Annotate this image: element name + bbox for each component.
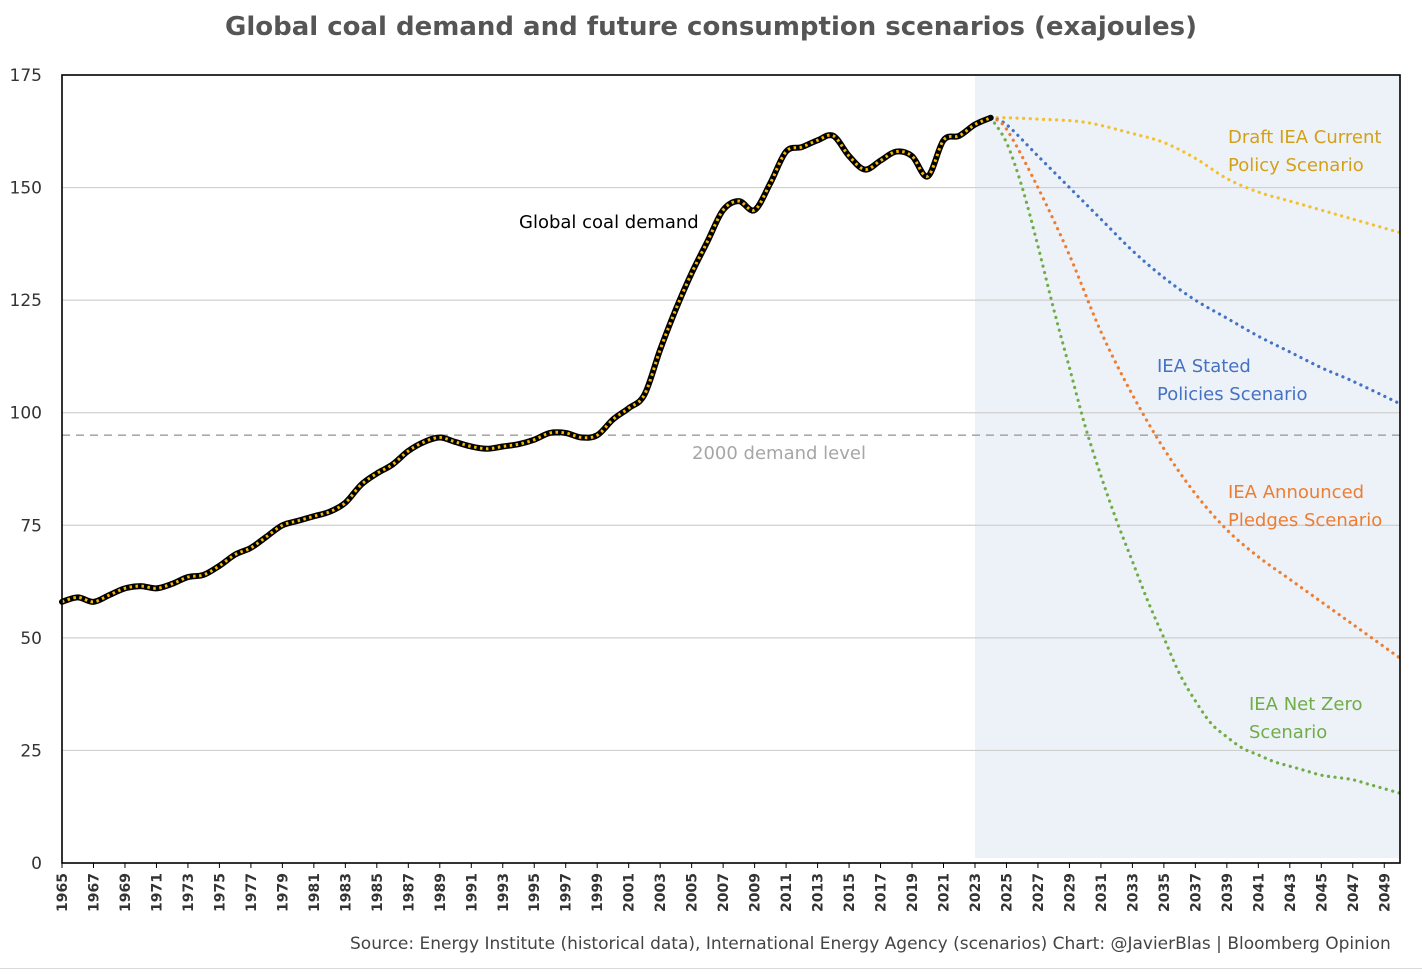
x-tick-label: 2013 [811,873,827,912]
scenario-shade-layer [974,75,1400,858]
x-tick-label: 1989 [433,873,449,912]
x-tick-label: 2039 [1220,873,1236,912]
x-tick-label: 1981 [307,873,323,912]
series-line-dash-global-coal-demand [61,116,992,604]
x-tick-label: 2017 [874,873,890,912]
x-tick-label: 1969 [118,873,134,912]
x-tick-label: 1999 [590,873,606,912]
x-tick-label: 2041 [1251,873,1267,912]
chart-title: Global coal demand and future consumptio… [224,12,1198,42]
x-tick-label: 1971 [149,873,165,912]
series-line-draft-iea-current-policy-scenario [989,116,1402,235]
x-tick-label: 2003 [653,873,669,912]
x-tick-label: 1973 [181,873,197,912]
series-label-iea-stated-policies-scenario: IEA Stated Policies Scenario [1157,356,1308,405]
x-tick-label: 2043 [1283,873,1299,912]
x-tick-label: 1979 [275,873,291,912]
scenario-period-shade [974,75,1400,858]
x-tick-label: 2037 [1188,873,1204,912]
series-label-iea-announced-pledges-scenario: IEA Announced Pledges Scenario [1228,482,1382,531]
x-tick-label: 2027 [1031,873,1047,912]
plot-frame-layer [61,74,1401,864]
x-tick-label: 2007 [716,873,732,912]
series-label-global-coal-demand: Global coal demand [519,212,699,233]
series-line-iea-announced-pledges-scenario [989,116,1402,660]
x-tick-label: 1993 [496,873,512,912]
x-tick-label: 1983 [338,873,354,912]
y-tick-label: 25 [20,741,42,761]
x-tick-label: 2029 [1062,873,1078,912]
series-layer [59,114,1402,795]
x-tick-label: 2011 [779,873,795,912]
x-tick-label: 2049 [1377,873,1393,912]
series-label-draft-iea-current-policy-scenario: Draft IEA Current Policy Scenario [1228,127,1381,176]
x-tick-label: 1995 [527,873,543,912]
x-tick-label: 2033 [1125,873,1141,912]
y-tick-label: 175 [10,66,42,86]
series-line-iea-net-zero-scenario [989,116,1402,795]
x-tick-label: 1985 [370,873,386,912]
x-tick-label: 1977 [244,873,260,912]
x-tick-label: 2005 [685,873,701,912]
plot-frame [61,74,1401,864]
series-line-global-coal-demand [59,114,994,605]
x-tick-label: 1965 [55,873,71,912]
y-tick-label: 0 [31,854,42,874]
series-label-iea-net-zero-scenario: IEA Net Zero Scenario [1249,694,1362,743]
y-tick-label: 100 [10,404,42,424]
source-note: Source: Energy Institute (historical dat… [350,934,1391,954]
x-tick-label: 2015 [842,873,858,912]
x-tick-label: 1997 [559,873,575,912]
x-tick-label: 2009 [748,873,764,912]
reference-line-label: 2000 demand level [692,443,866,464]
y-tick-label: 150 [10,179,42,199]
x-tick-label: 2025 [999,873,1015,912]
x-tick-label: 1991 [464,873,480,912]
y-tick-label: 50 [20,629,42,649]
x-tick-label: 2031 [1094,873,1110,912]
x-tick-label: 2045 [1314,873,1330,912]
y-axis-ticks: 0 25 50 75 100 125 150 175 [10,66,42,874]
series-line-iea-stated-policies-scenario [989,116,1402,406]
y-tick-label: 75 [20,516,42,536]
x-tick-label: 1967 [86,873,102,912]
x-axis-ticks: 1965 1967 1969 1971 1973 1975 1977 1979 1981 1983… [55,863,1393,912]
series-labels-layer: 2000 demand level Global coal demand Draft… [519,127,1382,743]
y-tick-label: 125 [10,291,42,311]
x-tick-label: 2001 [622,873,638,912]
x-tick-label: 1987 [401,873,417,912]
x-tick-label: 2047 [1346,873,1362,912]
bottom-divider [0,968,1422,969]
x-tick-label: 1975 [212,873,228,912]
x-tick-label: 2035 [1157,873,1173,912]
x-tick-label: 2023 [968,873,984,912]
x-tick-label: 2019 [905,873,921,912]
x-tick-label: 2021 [937,873,953,912]
